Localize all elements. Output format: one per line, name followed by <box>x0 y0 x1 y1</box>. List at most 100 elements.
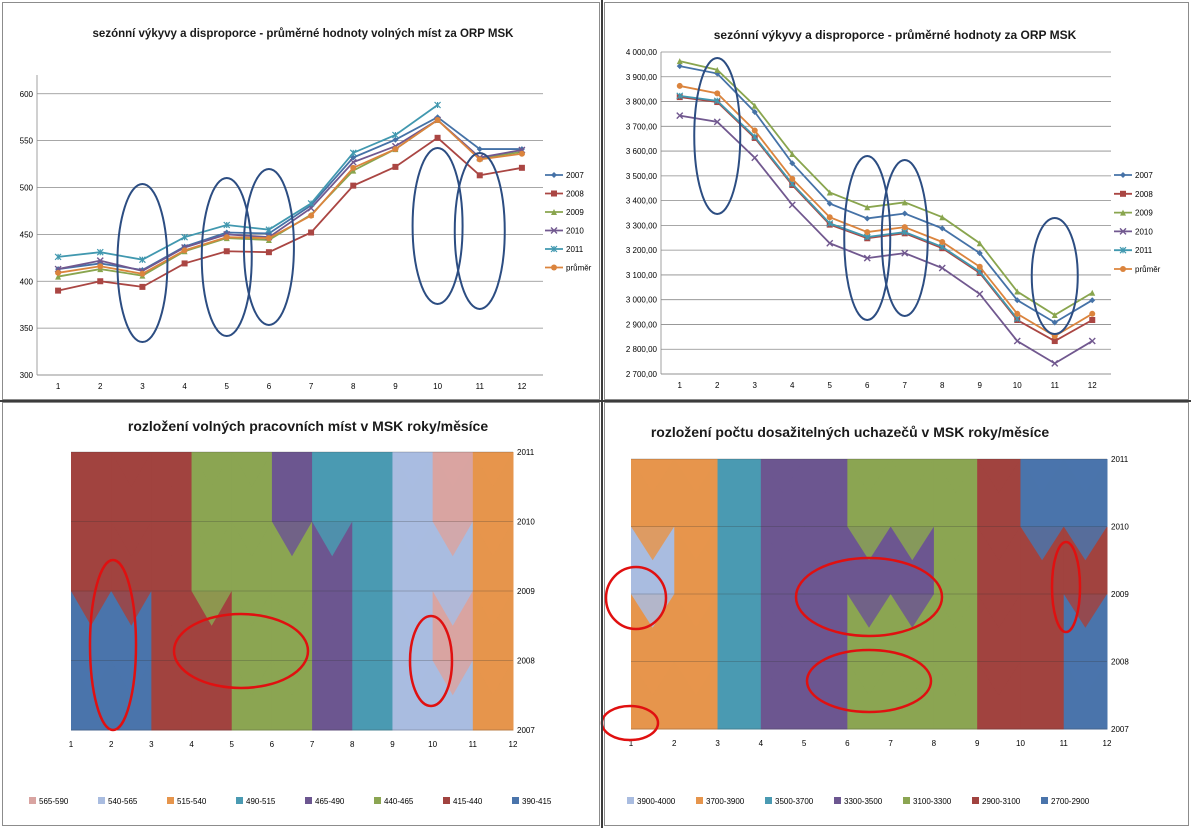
surface-facet <box>1020 459 1064 493</box>
legend-label: 3100-3300 <box>913 797 952 806</box>
surface-facet <box>271 591 313 626</box>
surface-facet <box>312 452 353 487</box>
y-tick-label: 450 <box>20 230 34 239</box>
surface-facet <box>151 591 192 626</box>
surface-facet <box>472 660 513 696</box>
x-tick-label: 6 <box>270 740 275 749</box>
x-tick-label: 4 <box>189 740 194 749</box>
surface-facet <box>674 594 718 628</box>
data-point <box>751 133 759 141</box>
surface-facet <box>804 594 848 628</box>
surface-facet <box>392 591 433 626</box>
x-tick-label: 10 <box>428 740 437 749</box>
data-point <box>97 263 104 270</box>
data-point <box>392 146 399 153</box>
data-point <box>938 264 946 272</box>
series-line <box>57 104 439 261</box>
legend-swatch <box>167 797 174 804</box>
legend-swatch <box>305 797 312 804</box>
series-průměr <box>676 82 1096 340</box>
surface-facet <box>804 526 848 561</box>
x-tick-label: 2 <box>672 739 677 748</box>
data-point <box>676 58 683 65</box>
surface-facet <box>760 594 805 628</box>
surface-facet <box>717 526 761 561</box>
series-line <box>679 65 1093 324</box>
surface-facet <box>472 521 513 557</box>
series-line <box>57 136 523 292</box>
legend-label: 3500-3700 <box>775 797 814 806</box>
x-tick-label: 9 <box>978 381 983 390</box>
x-tick-label: 9 <box>393 382 398 391</box>
legend-label: 415-440 <box>453 797 483 806</box>
data-point <box>434 117 441 123</box>
x-tick-label: 6 <box>845 739 850 748</box>
legend-swatch <box>627 797 634 804</box>
x-tick-label: 11 <box>1051 381 1060 390</box>
legend-label: 2007 <box>1135 171 1153 180</box>
legend-label: průměr <box>566 264 592 273</box>
x-tick-label: 8 <box>351 382 356 391</box>
data-point <box>96 248 104 256</box>
surface-facet <box>312 660 353 696</box>
y-tick-label: 2010 <box>1111 523 1129 532</box>
data-point <box>976 240 983 247</box>
surface-facet <box>71 521 112 557</box>
x-tick-label: 11 <box>1060 739 1069 748</box>
series-line <box>57 118 523 272</box>
surface-facet <box>151 452 192 487</box>
series-2011 <box>54 101 442 264</box>
surface-facet <box>933 594 978 628</box>
legend-swatch <box>443 797 450 804</box>
data-point <box>97 278 104 285</box>
legend-label: 2700-2900 <box>1051 797 1090 806</box>
surface-facet <box>352 660 393 696</box>
x-tick-label: 6 <box>267 382 272 391</box>
legend-marker <box>1120 172 1126 178</box>
surface-facet <box>977 661 1021 696</box>
data-point <box>864 215 871 222</box>
series-2011 <box>676 92 1021 323</box>
data-point <box>265 249 272 256</box>
chart-title: sezónní výkyvy a disproporce - průměrné … <box>93 28 515 40</box>
data-point <box>826 214 833 221</box>
surface-facet <box>191 452 232 487</box>
legend-label: 3300-3500 <box>844 797 883 806</box>
surface-facet <box>804 459 848 493</box>
data-point <box>54 253 62 261</box>
x-tick-label: 10 <box>1016 739 1025 748</box>
legend-label: 565-590 <box>39 797 69 806</box>
chart-title: rozložení počtu dosažitelných uchazečů v… <box>651 424 1050 440</box>
surface-facet <box>631 526 675 561</box>
data-point <box>863 254 871 262</box>
series-2009 <box>676 58 1096 319</box>
surface-facet <box>352 591 393 626</box>
x-tick-label: 12 <box>509 740 518 749</box>
annotation-ellipse <box>200 177 253 337</box>
x-tick-label: 7 <box>309 382 314 391</box>
data-point <box>350 164 357 171</box>
x-tick-label: 11 <box>469 740 478 749</box>
annotation-ellipse <box>693 57 742 215</box>
data-point <box>788 201 796 209</box>
legend-label: 2008 <box>566 190 584 199</box>
data-point <box>1014 310 1021 317</box>
series-2008 <box>55 134 525 294</box>
x-tick-label: 6 <box>865 381 870 390</box>
x-tick-label: 12 <box>1103 739 1112 748</box>
x-tick-label: 9 <box>975 739 980 748</box>
surface-facet <box>392 452 433 487</box>
y-tick-label: 3 600,00 <box>626 147 658 156</box>
x-tick-label: 5 <box>225 382 230 391</box>
data-point <box>789 175 796 182</box>
y-tick-label: 3 000,00 <box>626 296 658 305</box>
surface-facet <box>271 452 313 487</box>
data-point <box>751 102 758 109</box>
data-point <box>1014 288 1021 295</box>
surface-facet <box>1063 661 1107 696</box>
surface-facet <box>631 459 675 493</box>
x-tick-label: 8 <box>932 739 937 748</box>
data-point <box>714 90 721 97</box>
applicants-line-chart: sezónní výkyvy a disproporce - průměrné … <box>626 28 1161 390</box>
data-point <box>223 234 230 241</box>
